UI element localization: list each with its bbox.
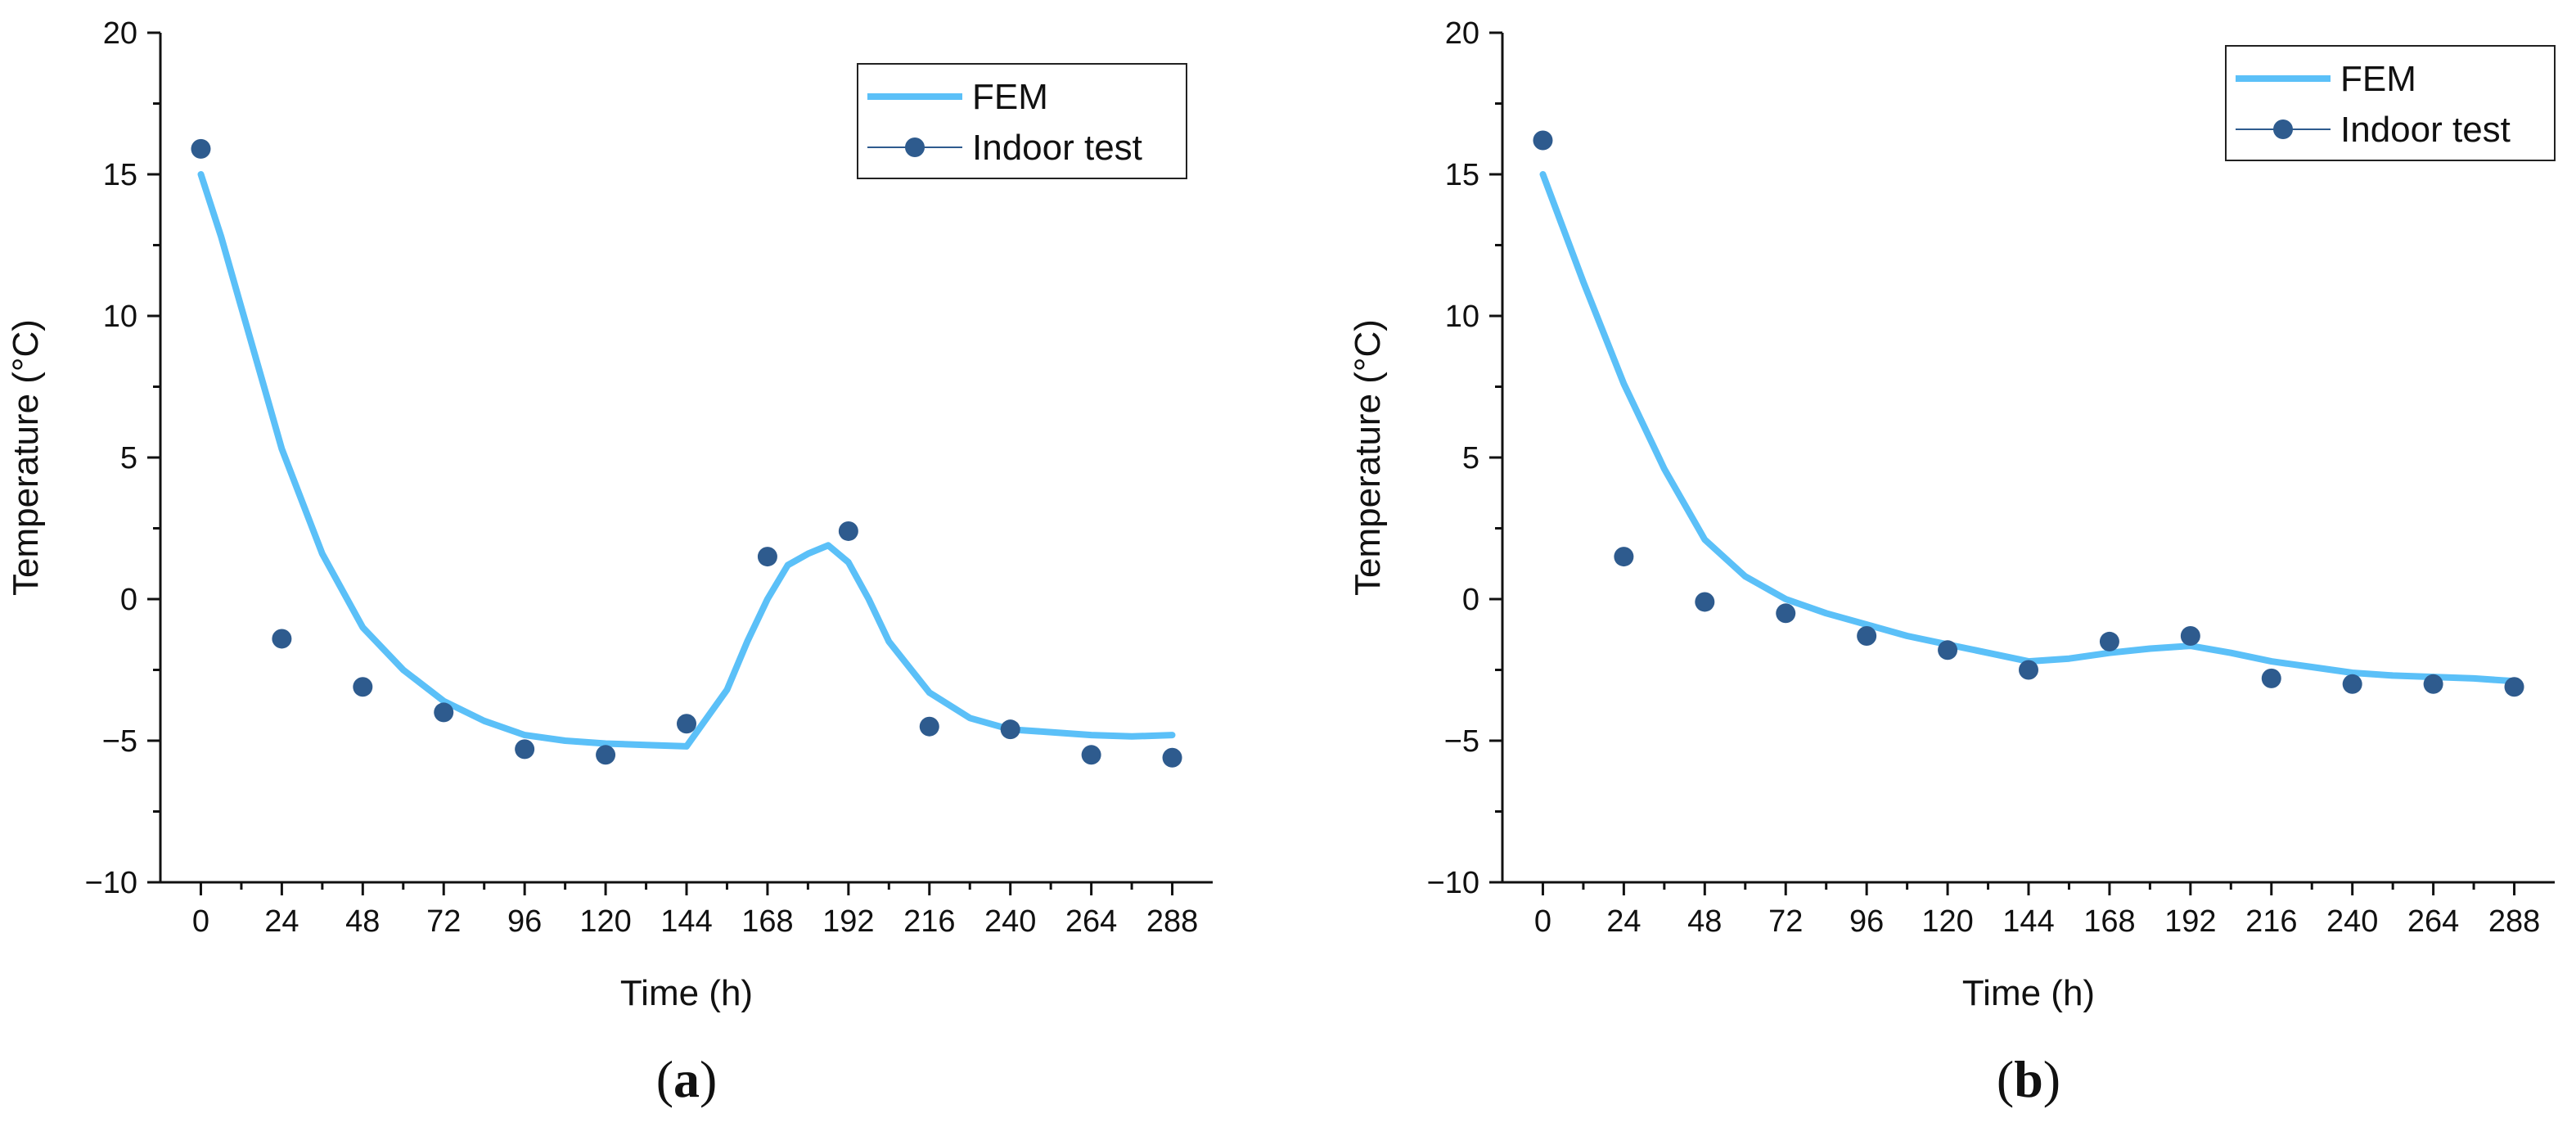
x-axis-title: Time (h)	[620, 973, 753, 1013]
data-point-indoor-test	[1162, 747, 1182, 768]
x-tick-label: 72	[426, 904, 461, 939]
series-line-fem	[1539, 171, 2518, 685]
x-tick-label: 96	[507, 904, 542, 939]
x-tick-label: 264	[2407, 904, 2459, 939]
x-tick-label: 24	[1606, 904, 1641, 939]
panel-label: (b)	[1997, 1050, 2060, 1108]
data-point-indoor-test	[191, 138, 211, 159]
x-tick-label: 96	[1849, 904, 1884, 939]
x-tick-label: 72	[1768, 904, 1803, 939]
x-tick-label: 144	[660, 904, 712, 939]
data-point-indoor-test	[919, 716, 939, 737]
legend-label-indoor-test: Indoor test	[972, 128, 1142, 168]
y-axis-title: Temperature (°C)	[1348, 319, 1388, 596]
data-point-indoor-test	[1000, 719, 1020, 740]
data-point-indoor-test	[272, 629, 292, 649]
chart-panel-a: −10 −5 0 5 10 15 20 0 24 48 72 96 120 144 168 192 216 240…	[6, 16, 1213, 1108]
data-point-indoor-test	[1081, 745, 1101, 765]
data-point-indoor-test	[2423, 674, 2443, 694]
y-tick-label: 0	[120, 583, 137, 617]
chart-panel-b: −10 −5 0 5 10 15 20 0 24 48 72 96 120 144 168 192 216 240…	[1348, 16, 2556, 1108]
x-tick-label: 48	[1687, 904, 1722, 939]
x-tick-label: 144	[2002, 904, 2054, 939]
data-point-indoor-test	[1857, 625, 1877, 646]
x-tick-label: 120	[579, 904, 631, 939]
x-tick-label: 216	[2245, 904, 2297, 939]
x-tick-label: 192	[2164, 904, 2216, 939]
legend-label-fem: FEM	[972, 77, 1048, 117]
x-tick-label: 240	[984, 904, 1036, 939]
y-tick-label: 15	[1445, 158, 1479, 192]
y-tick-label: 10	[1445, 300, 1479, 334]
y-tick-label: 15	[103, 158, 137, 192]
x-tick-label: 24	[264, 904, 299, 939]
x-tick-label: 264	[1065, 904, 1117, 939]
legend-swatch-marker-indoor-test	[2273, 119, 2293, 139]
legend-swatch-marker-indoor-test	[905, 137, 925, 157]
y-tick-label: −5	[1444, 724, 1479, 759]
data-point-indoor-test	[596, 745, 616, 765]
y-tick-label: 20	[1445, 16, 1479, 51]
data-point-indoor-test	[838, 521, 858, 541]
data-point-indoor-test	[1614, 547, 1634, 567]
y-tick-label: 0	[1462, 583, 1479, 617]
y-tick-label: 10	[103, 300, 137, 334]
panel-label: (a)	[656, 1050, 718, 1108]
y-axis-title: Temperature (°C)	[6, 319, 46, 596]
legend: FEM Indoor test	[2225, 45, 2556, 161]
x-tick-label: 216	[903, 904, 955, 939]
x-tick-label: 168	[741, 904, 793, 939]
y-tick-label: 5	[120, 441, 137, 476]
x-tick-label: 120	[1921, 904, 1973, 939]
x-tick-label: 0	[1534, 904, 1551, 939]
x-tick-label: 0	[192, 904, 209, 939]
data-point-indoor-test	[2504, 677, 2524, 697]
data-point-indoor-test	[515, 739, 535, 760]
x-axis-title: Time (h)	[1962, 973, 2095, 1013]
data-point-indoor-test	[2180, 625, 2200, 646]
x-tick-label: 168	[2083, 904, 2135, 939]
data-point-indoor-test	[2099, 631, 2119, 651]
y-tick-label: 5	[1462, 441, 1479, 476]
legend-label-indoor-test: Indoor test	[2340, 110, 2511, 150]
data-point-indoor-test	[353, 677, 373, 697]
legend-label-fem: FEM	[2340, 59, 2416, 99]
y-tick-label: 20	[103, 16, 137, 51]
y-tick-label: −10	[1427, 866, 1479, 900]
data-point-indoor-test	[677, 714, 696, 734]
data-point-indoor-test	[1533, 130, 1553, 151]
data-point-indoor-test	[434, 702, 454, 723]
data-point-indoor-test	[1695, 592, 1715, 612]
data-point-indoor-test	[1776, 603, 1796, 624]
series-line-fem	[197, 171, 1176, 750]
y-tick-label: −5	[102, 724, 137, 759]
x-tick-label: 240	[2326, 904, 2378, 939]
data-point-indoor-test	[2342, 674, 2362, 694]
data-point-indoor-test	[2261, 668, 2281, 688]
x-tick-label: 288	[2488, 904, 2540, 939]
legend-box	[857, 63, 1187, 179]
data-point-indoor-test	[1938, 640, 1958, 660]
y-tick-label: −10	[85, 866, 137, 900]
data-point-indoor-test	[2019, 660, 2038, 680]
x-tick-label: 288	[1146, 904, 1198, 939]
legend: FEM Indoor test	[857, 63, 1187, 179]
x-tick-label: 192	[822, 904, 874, 939]
x-tick-label: 48	[345, 904, 380, 939]
legend-box	[2225, 45, 2556, 161]
data-point-indoor-test	[757, 547, 777, 567]
